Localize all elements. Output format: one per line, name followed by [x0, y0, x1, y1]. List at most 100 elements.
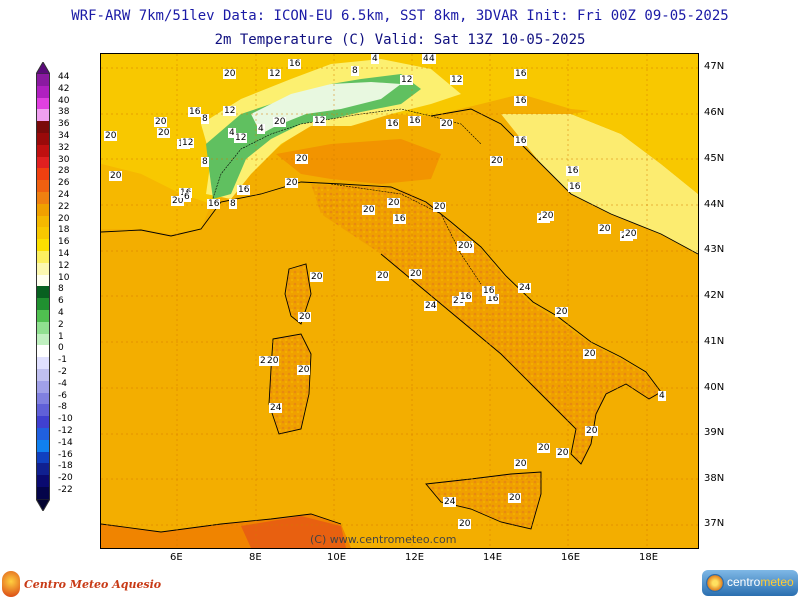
colorbar-swatch: [36, 250, 50, 263]
longitude-label: 12E: [405, 552, 425, 563]
colorbar-label: 40: [58, 95, 70, 106]
isotherm-label: 20: [409, 269, 423, 279]
centrometeo-logo[interactable]: centrometeo: [702, 570, 798, 596]
colorbar-swatch: [36, 191, 50, 204]
colorbar-label: 28: [58, 166, 70, 177]
balkan-coast: [501, 114, 698, 254]
longitude-label: 14E: [483, 552, 503, 563]
isotherm-label: 16: [386, 119, 400, 129]
isotherm-label: 12: [268, 69, 282, 79]
colorbar-swatch: [36, 404, 50, 417]
isotherm-label: 16: [566, 166, 580, 176]
colorbar-label: -14: [58, 437, 73, 448]
isotherm-label: 20: [295, 154, 309, 164]
colorbar-swatch: [36, 286, 50, 299]
isotherm-label: 16: [568, 182, 582, 192]
colorbar-label: -8: [58, 402, 67, 413]
colorbar-label: 32: [58, 142, 70, 153]
colorbar-label: -2: [58, 367, 67, 377]
colorbar-label: 22: [58, 201, 70, 212]
colorbar-swatch: [36, 368, 50, 381]
colorbar-swatch: [36, 321, 50, 334]
longitude-label: 8E: [249, 552, 262, 563]
isotherm-label: 20: [376, 271, 390, 281]
watermark: (C) www.centrometeo.com: [310, 533, 457, 546]
model-title: WRF-ARW 7km/51lev Data: ICON-EU 6.5km, S…: [71, 8, 729, 24]
isotherm-label: 12: [450, 75, 464, 85]
isotherm-label: 20: [433, 202, 447, 212]
colorbar: [36, 62, 50, 511]
latitude-label: 38N: [704, 473, 725, 484]
latitude-label: 44N: [704, 199, 725, 210]
colorbar-swatch: [36, 262, 50, 275]
isotherm-label: 16: [393, 214, 407, 224]
isotherm-label: 20: [297, 365, 311, 375]
field-title: 2m Temperature (C) Valid: Sat 13Z 10-05-…: [214, 32, 586, 48]
colorbar-label: -20: [58, 473, 73, 484]
alps-green-region: [206, 74, 421, 199]
colorbar-label: -1: [58, 355, 67, 366]
colorbar-swatch: [36, 427, 50, 440]
centro-meteo-aquesio-logo[interactable]: Centro Meteo Aquesio: [2, 571, 182, 597]
colorbar-label: 34: [58, 131, 70, 141]
colorbar-label: -18: [58, 461, 73, 472]
colorbar-swatch: [36, 475, 50, 487]
isotherm-label: 20: [585, 426, 599, 436]
colorbar-label: 14: [58, 249, 70, 259]
graticule: [101, 54, 698, 548]
colorbar-label: 24: [58, 190, 70, 200]
isotherm-label: 20: [310, 272, 324, 282]
colorbar-swatch: [36, 380, 50, 393]
colorbar-label: -4: [58, 378, 67, 389]
isotherm-label: 20: [598, 224, 612, 234]
longitude-label: 10E: [327, 552, 347, 563]
isotherm-label: 8: [201, 114, 209, 124]
longitude-label: 6E: [170, 552, 183, 563]
isotherm-label: 20: [298, 312, 312, 322]
isotherm-label: 20: [583, 349, 597, 359]
colorbar-swatch: [36, 451, 50, 464]
colorbar-label: 38: [58, 107, 70, 118]
isotherm-label: 12: [223, 106, 237, 116]
po-valley: [276, 139, 441, 184]
colorbar-label: 30: [58, 154, 70, 165]
logo-right-text: centrometeo: [727, 575, 794, 589]
isotherm-label: 16: [207, 199, 221, 209]
colorbar-swatch: [36, 333, 50, 346]
isotherm-label: 20: [440, 119, 454, 129]
colorbar-label: 1: [58, 331, 64, 342]
colorbar-swatch: [36, 486, 50, 499]
colorbar-label: 10: [58, 272, 70, 283]
colorbar-label: 6: [58, 296, 64, 307]
colorbar-label: 44: [58, 72, 70, 82]
colorbar-label: 36: [58, 119, 70, 130]
isotherm-label: 4: [257, 124, 265, 134]
colorbar-swatch: [36, 215, 50, 228]
colorbar-label: 18: [58, 225, 70, 236]
colorbar-swatch: [36, 109, 50, 122]
isotherm-label: 16: [459, 292, 473, 302]
isotherm-label: 24: [443, 497, 457, 507]
isotherm-label: 16: [514, 69, 528, 79]
isotherm-label: 20: [452, 296, 466, 306]
colorbar-label: -6: [58, 390, 67, 401]
isotherm-label: 20: [387, 198, 401, 208]
colorbar-swatch: [36, 180, 50, 192]
isotherm-label: 20: [104, 131, 118, 141]
isotherm-label: 4: [422, 54, 430, 64]
temperature-map: 2012168441241216161681220204124121216162…: [100, 53, 699, 549]
longitude-label: 18E: [639, 552, 659, 563]
colorbar-swatch: [36, 203, 50, 216]
isotherm-label: 8: [229, 199, 237, 209]
isotherm-label: 20: [541, 211, 555, 221]
isotherm-label: 20: [285, 178, 299, 188]
colorbar-swatch: [36, 227, 50, 240]
logo-left-text: Centro Meteo Aquesio: [24, 578, 162, 591]
latitude-label: 37N: [704, 518, 725, 529]
colorbar-top-arrow: [36, 62, 50, 74]
isotherm-label: 12: [234, 133, 248, 143]
colorbar-label: -16: [58, 449, 73, 460]
isotherm-label: 4: [658, 391, 666, 401]
longitude-label: 16E: [561, 552, 581, 563]
isotherm-label: 8: [351, 66, 359, 76]
